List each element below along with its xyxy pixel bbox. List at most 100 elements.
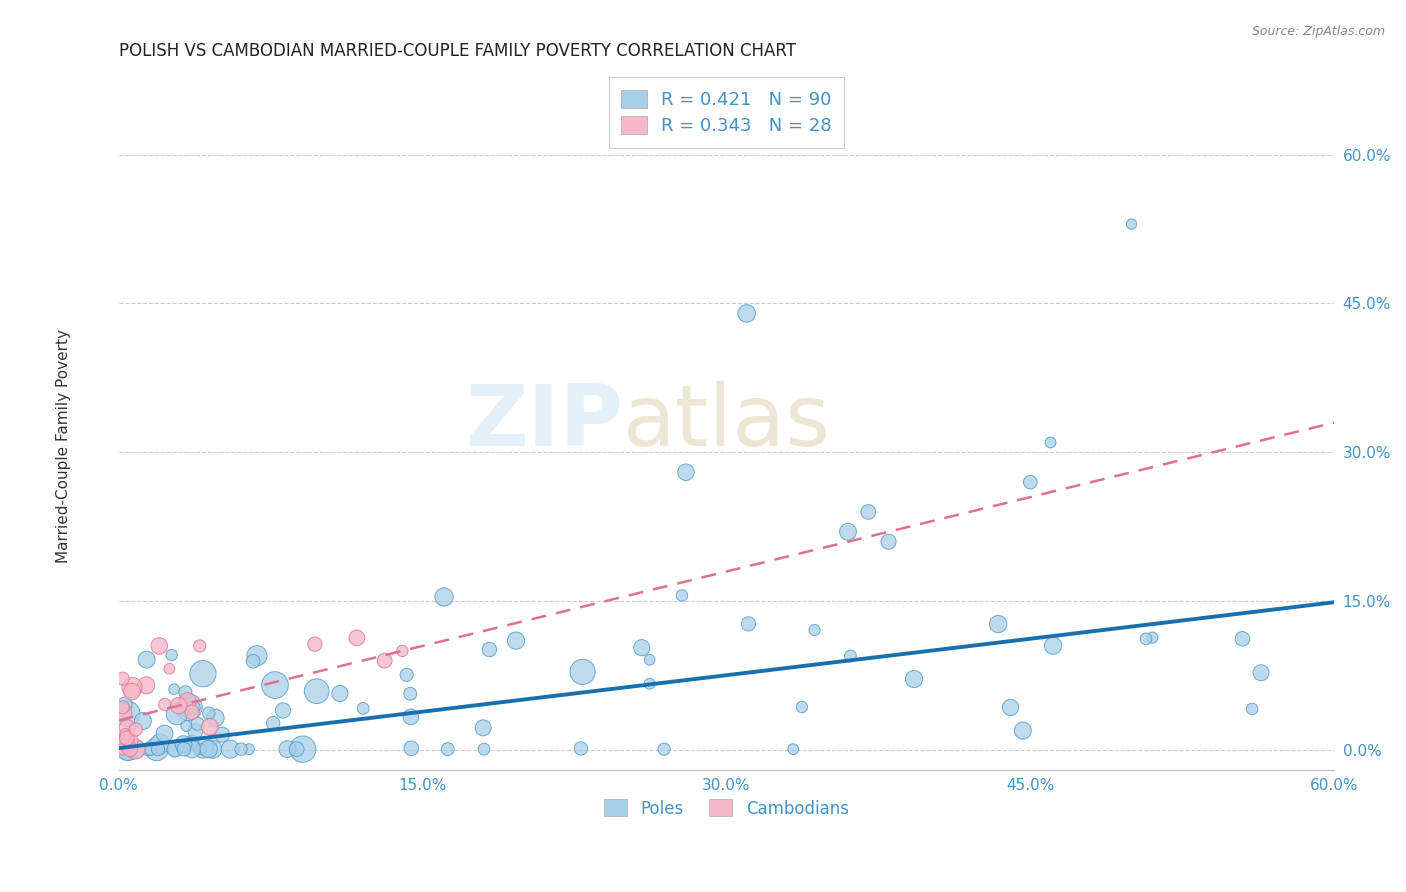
Point: [118, 742, 141, 756]
Text: Source: ZipAtlas.com: Source: ZipAtlas.com: [1251, 25, 1385, 38]
Point: [135, 652, 157, 666]
Point: [114, 698, 136, 712]
Text: ZIP: ZIP: [465, 381, 623, 464]
Point: [117, 742, 139, 756]
Point: [675, 465, 697, 479]
Point: [271, 703, 294, 717]
Point: [803, 623, 825, 637]
Text: atlas: atlas: [623, 381, 831, 464]
Point: [191, 666, 214, 681]
Point: [1042, 639, 1064, 653]
Point: [148, 639, 170, 653]
Point: [987, 617, 1010, 632]
Point: [401, 741, 423, 756]
Point: [193, 740, 215, 755]
Point: [638, 677, 661, 691]
Point: [837, 524, 859, 539]
Point: [1250, 665, 1272, 680]
Point: [111, 700, 134, 714]
Point: [505, 633, 527, 648]
Point: [201, 742, 224, 756]
Point: [374, 654, 396, 668]
Point: [204, 711, 226, 725]
Point: [839, 648, 862, 663]
Point: [176, 719, 198, 733]
Point: [132, 714, 155, 728]
Point: [115, 706, 138, 721]
Point: [391, 644, 413, 658]
Point: [124, 742, 146, 756]
Point: [188, 639, 211, 653]
Point: [173, 742, 195, 756]
Point: [111, 706, 134, 720]
Point: [114, 727, 136, 741]
Point: [160, 648, 183, 662]
Point: [1135, 632, 1157, 646]
Point: [165, 742, 187, 756]
Point: [219, 742, 242, 756]
Point: [238, 742, 260, 756]
Point: [1241, 702, 1264, 716]
Point: [136, 742, 159, 756]
Point: [1121, 217, 1143, 231]
Point: [1000, 700, 1022, 714]
Point: [198, 720, 221, 734]
Text: Married-Couple Family Poverty: Married-Couple Family Poverty: [56, 329, 70, 563]
Point: [115, 731, 138, 746]
Point: [571, 665, 593, 679]
Point: [180, 735, 202, 749]
Point: [157, 662, 180, 676]
Point: [146, 742, 169, 756]
Point: [198, 706, 221, 721]
Point: [399, 710, 422, 724]
Point: [782, 742, 804, 756]
Point: [737, 616, 759, 631]
Point: [112, 742, 135, 756]
Point: [176, 694, 198, 708]
Point: [190, 742, 212, 756]
Point: [135, 678, 157, 692]
Point: [117, 742, 139, 756]
Point: [139, 742, 162, 756]
Point: [163, 742, 186, 756]
Point: [291, 742, 314, 756]
Point: [181, 742, 204, 756]
Point: [305, 684, 328, 698]
Point: [121, 684, 143, 698]
Point: [120, 733, 142, 747]
Point: [117, 721, 139, 735]
Point: [183, 700, 205, 714]
Point: [858, 505, 880, 519]
Point: [790, 700, 813, 714]
Point: [1039, 435, 1062, 450]
Point: [1019, 475, 1042, 490]
Point: [472, 721, 495, 735]
Point: [652, 742, 675, 756]
Point: [877, 534, 900, 549]
Point: [478, 642, 501, 657]
Point: [638, 653, 661, 667]
Legend: Poles, Cambodians: Poles, Cambodians: [598, 793, 855, 824]
Point: [399, 687, 422, 701]
Point: [174, 685, 197, 699]
Point: [630, 640, 652, 655]
Point: [903, 672, 925, 686]
Point: [111, 672, 134, 686]
Point: [118, 740, 141, 755]
Point: [433, 590, 456, 604]
Point: [569, 741, 592, 756]
Point: [173, 737, 195, 751]
Point: [153, 698, 176, 712]
Point: [1142, 631, 1164, 645]
Point: [285, 742, 308, 756]
Point: [352, 701, 374, 715]
Point: [125, 742, 148, 756]
Point: [246, 648, 269, 663]
Point: [472, 742, 495, 756]
Point: [184, 724, 207, 739]
Point: [264, 678, 287, 692]
Point: [211, 728, 233, 742]
Point: [1232, 632, 1254, 646]
Point: [177, 700, 200, 714]
Point: [276, 742, 298, 756]
